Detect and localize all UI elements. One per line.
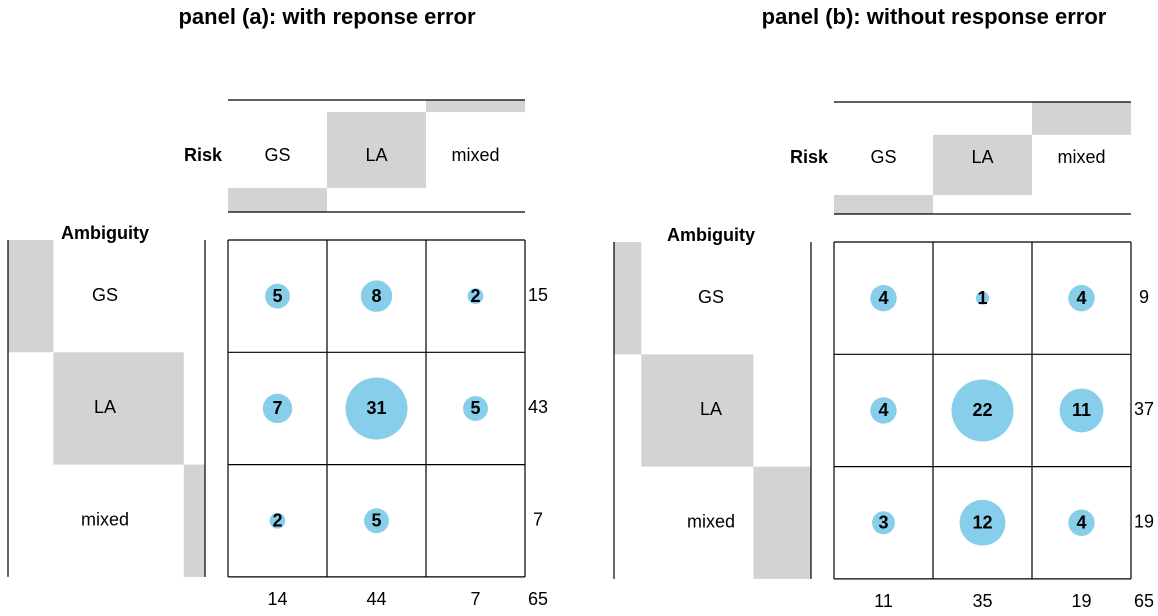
bubble (265, 283, 290, 309)
row-label: mixed (81, 510, 129, 530)
bubble-label: 5 (272, 286, 282, 306)
bubble (872, 511, 895, 535)
row-total: 15 (528, 285, 548, 305)
row-total: 37 (1134, 399, 1154, 419)
row-margin-bar (641, 354, 754, 467)
bubble-label: 31 (366, 398, 386, 418)
row-total: 19 (1134, 512, 1154, 532)
column-margin-bar (327, 112, 426, 188)
column-total: 7 (470, 589, 480, 609)
bubble (463, 396, 488, 421)
bubble (345, 377, 408, 440)
bubble (1059, 388, 1104, 433)
bubble-label: 4 (878, 288, 888, 308)
column-margin-bar (426, 100, 525, 113)
row-margin-bar (753, 466, 811, 579)
bubble-label: 5 (371, 511, 381, 531)
row-total: 7 (533, 510, 543, 530)
row-margin-bar (614, 242, 642, 355)
row-total: 9 (1139, 287, 1149, 307)
column-variable: Risk (184, 145, 223, 165)
bubble (262, 393, 293, 424)
bubble-label: 4 (878, 400, 888, 420)
bubble-label: 5 (470, 398, 480, 418)
grand-total: 65 (528, 589, 548, 609)
column-margin-bar (834, 195, 933, 214)
row-label: mixed (687, 512, 735, 532)
bubble-label: 4 (1076, 513, 1086, 533)
column-variable: Risk (790, 147, 829, 167)
row-margin-bar (183, 464, 205, 577)
row-label: LA (700, 399, 722, 419)
row-label: LA (94, 397, 116, 417)
row-label: GS (698, 287, 724, 307)
row-variable: Ambiguity (667, 225, 755, 245)
column-margin-bar (228, 187, 327, 212)
column-total: 44 (366, 589, 386, 609)
bubble-label: 11 (1072, 400, 1091, 420)
panel-title: panel (b): without response error (762, 4, 1107, 29)
column-margin-bar (1032, 102, 1131, 135)
bubble (951, 379, 1014, 442)
column-label: LA (365, 145, 387, 165)
column-label: LA (971, 147, 993, 167)
bubble (364, 508, 389, 534)
column-label: GS (264, 145, 290, 165)
bubble (870, 284, 897, 312)
bubble-label: 2 (272, 511, 282, 531)
column-label: mixed (451, 145, 499, 165)
bubble (467, 288, 484, 305)
grand-total: 65 (1134, 591, 1154, 611)
bubble-label: 7 (272, 398, 282, 418)
row-variable: Ambiguity (61, 223, 149, 243)
bubble-label: 1 (977, 288, 987, 308)
panel-title: panel (a): with reponse error (178, 4, 475, 29)
column-total: 19 (1071, 591, 1091, 611)
column-total: 11 (874, 591, 893, 611)
column-total: 14 (267, 589, 287, 609)
row-margin-bar (53, 352, 184, 465)
bubble (959, 499, 1006, 546)
bubble-label: 4 (1076, 288, 1086, 308)
row-label: GS (92, 285, 118, 305)
bubble (1068, 284, 1095, 312)
row-margin-bar (8, 240, 54, 353)
bubble-label: 22 (972, 400, 992, 420)
bubble (269, 512, 286, 529)
bubble (360, 280, 393, 312)
column-margin-bar (933, 134, 1032, 196)
bubble (1068, 509, 1095, 536)
bubble-label: 2 (470, 286, 480, 306)
bubble (975, 291, 990, 305)
bubble-label: 3 (878, 513, 888, 533)
column-label: GS (870, 147, 896, 167)
row-total: 43 (528, 397, 548, 417)
column-total: 35 (972, 591, 992, 611)
bubble-label: 12 (972, 513, 992, 533)
bubble (870, 397, 897, 424)
bubble-label: 8 (371, 286, 381, 306)
column-label: mixed (1057, 147, 1105, 167)
